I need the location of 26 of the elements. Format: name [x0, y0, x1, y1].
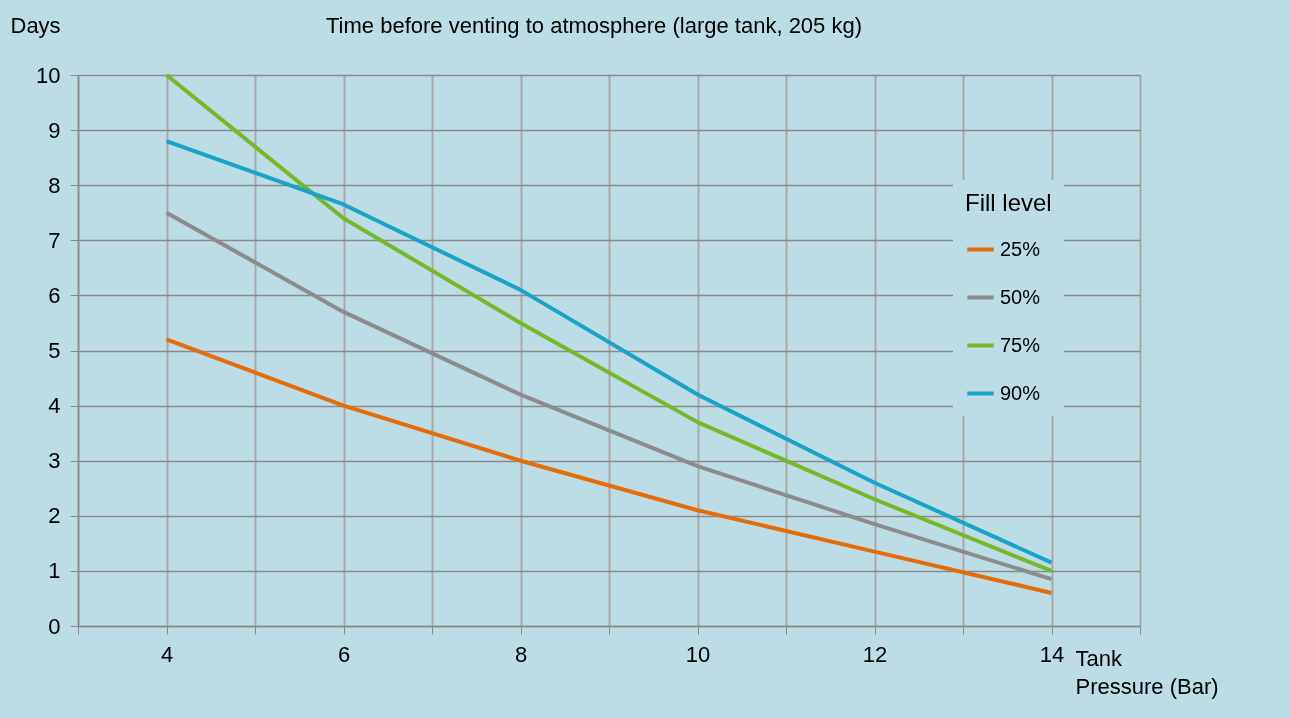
line-series	[164, 337, 1054, 595]
y-tick-label: 2	[48, 503, 61, 529]
y-tick-label: 0	[48, 613, 61, 639]
y-tick-label: 1	[48, 558, 61, 584]
y-tick-label: 9	[48, 117, 61, 143]
y-tick-label: 6	[48, 282, 61, 308]
y-tick-label: 10	[36, 62, 61, 88]
y-tick-label: 5	[48, 338, 61, 363]
legend-label: 50%	[1000, 285, 1041, 308]
legend-label: 90%	[1000, 381, 1041, 404]
legend-label: 75%	[1000, 333, 1041, 356]
x-tick-label: 8	[514, 641, 528, 667]
x-tick-label: 4	[160, 641, 174, 667]
y-axis-title: Days	[10, 12, 61, 38]
legend-label: 25%	[1000, 237, 1041, 260]
y-tick-label: 7	[48, 227, 61, 253]
x-tick-label: 12	[862, 641, 888, 667]
y-tick-label: 3	[48, 448, 61, 474]
x-tick-label: 14	[1039, 641, 1065, 667]
chart-title: Time before venting to atmosphere (large tank, 205 kg)	[325, 13, 863, 38]
x-tick-label: 6	[337, 641, 351, 667]
y-tick-label: 4	[48, 393, 61, 419]
x-tick-label: 10	[685, 641, 711, 667]
legend-title: Fill level	[965, 189, 1052, 216]
x-axis-title: Tank Pressure (Bar)	[1075, 645, 1219, 699]
y-tick-label: 8	[48, 172, 61, 198]
